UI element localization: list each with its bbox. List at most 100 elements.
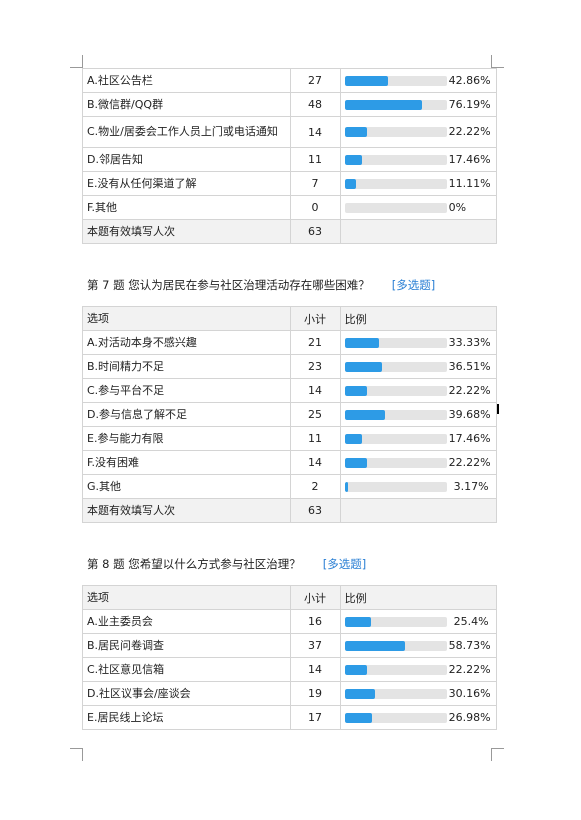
ratio-cell: 17.46% (339, 147, 498, 172)
percent-label: 0% (448, 200, 467, 214)
percent-label: 76.19% (448, 97, 491, 111)
progress-fill (344, 337, 379, 348)
option-label: E.参与能力有限 (82, 426, 291, 451)
table-row: C.物业/居委会工作人员上门或电话通知 14 22.22% (82, 116, 498, 148)
option-count: 11 (289, 147, 341, 172)
option-label: D.社区议事会/座谈会 (82, 681, 291, 706)
question-text: 第 8 题 您希望以什么方式参与社区治理？ (87, 557, 301, 571)
progress-fill (344, 481, 348, 492)
header-option: 选项 (82, 585, 291, 610)
option-count: 14 (289, 116, 341, 148)
ratio-cell: 17.46% (339, 426, 498, 451)
option-count: 0 (289, 195, 341, 220)
table-row: C.社区意见信箱 14 22.22% (82, 657, 498, 682)
percent-label: 3.17% (453, 479, 489, 493)
ratio-cell: 11.11% (339, 171, 498, 196)
table-row: E.没有从任何渠道了解 7 11.11% (82, 171, 498, 196)
progress-fill (344, 178, 356, 189)
percent-label: 22.22% (448, 662, 491, 676)
ratio-cell: 39.68% (339, 402, 498, 427)
option-count: 25 (289, 402, 341, 427)
option-count: 17 (289, 705, 341, 730)
option-label: C.参与平台不足 (82, 378, 291, 403)
question-7-title: 第 7 题 您认为居民在参与社区治理活动存在哪些困难？ [多选题] (87, 277, 435, 293)
option-count: 14 (289, 657, 341, 682)
progress-bar (344, 202, 447, 213)
results-table-q7: 选项 小计 比例 A.对活动本身不感兴趣 21 33.33% B.时间精力不足 23 36.51… (82, 306, 498, 523)
option-label: C.社区意见信箱 (82, 657, 291, 682)
table-row: C.参与平台不足 14 22.22% (82, 378, 498, 403)
percent-label: 17.46% (448, 431, 491, 445)
table-row: E.参与能力有限 11 17.46% (82, 426, 498, 451)
progress-bar (344, 337, 447, 348)
progress-fill (344, 664, 368, 675)
option-count: 27 (289, 68, 341, 93)
text-cursor (497, 404, 499, 414)
table-row: D.邻居告知 11 17.46% (82, 147, 498, 172)
progress-bar (344, 127, 447, 137)
ratio-cell: 22.22% (339, 450, 498, 475)
total-count: 63 (289, 219, 341, 244)
progress-bar (344, 457, 447, 468)
question-text: 第 7 题 您认为居民在参与社区治理活动存在哪些困难？ (87, 278, 370, 292)
progress-fill (344, 361, 382, 372)
option-label: A.业主委员会 (82, 609, 291, 634)
percent-label: 17.46% (448, 152, 491, 166)
ratio-cell: 36.51% (339, 354, 498, 379)
progress-bar (344, 361, 447, 372)
progress-fill (344, 640, 405, 651)
ratio-cell: 26.98% (339, 705, 498, 730)
progress-fill (344, 433, 363, 444)
option-label: F.其他 (82, 195, 291, 220)
table-header-row: 选项 小计 比例 (82, 585, 498, 610)
option-label: A.社区公告栏 (82, 68, 291, 93)
option-count: 2 (289, 474, 341, 499)
progress-fill (344, 127, 368, 137)
progress-fill (344, 688, 376, 699)
option-label: B.时间精力不足 (82, 354, 291, 379)
results-table-q6: A.社区公告栏 27 42.86% B.微信群/QQ群 48 76.19% C.物业/居委会… (82, 68, 498, 244)
table-row: A.社区公告栏 27 42.86% (82, 68, 498, 93)
option-label: D.邻居告知 (82, 147, 291, 172)
progress-bar (344, 99, 447, 110)
progress-bar (344, 616, 447, 627)
progress-fill (344, 99, 423, 110)
header-ratio: 比例 (339, 306, 498, 331)
option-label: B.居民问卷调查 (82, 633, 291, 658)
results-table-q8: 选项 小计 比例 A.业主委员会 16 25.4% B.居民问卷调查 37 58.73% C.社区… (82, 585, 498, 730)
percent-label: 25.4% (453, 614, 489, 628)
ratio-cell: 58.73% (339, 633, 498, 658)
option-count: 19 (289, 681, 341, 706)
progress-bar (344, 433, 447, 444)
header-count: 小计 (289, 306, 341, 331)
progress-fill (344, 385, 368, 396)
progress-bar (344, 640, 447, 651)
table-row: D.参与信息了解不足 25 39.68% (82, 402, 498, 427)
percent-label: 22.22% (448, 125, 491, 138)
ratio-cell: 22.22% (339, 116, 498, 148)
option-count: 14 (289, 450, 341, 475)
option-label: F.没有困难 (82, 450, 291, 475)
progress-bar (344, 75, 447, 86)
table-row: B.微信群/QQ群 48 76.19% (82, 92, 498, 117)
table-header-row: 选项 小计 比例 (82, 306, 498, 331)
multi-choice-tag[interactable]: [多选题] (391, 278, 436, 292)
ratio-cell: 30.16% (339, 681, 498, 706)
multi-choice-tag[interactable]: [多选题] (322, 557, 367, 571)
ratio-cell: 0% (339, 195, 498, 220)
total-label: 本题有效填写人次 (82, 498, 291, 523)
progress-fill (344, 75, 389, 86)
percent-label: 22.22% (448, 455, 491, 469)
table-row: B.居民问卷调查 37 58.73% (82, 633, 498, 658)
total-row: 本题有效填写人次 63 (82, 498, 498, 523)
table-row: F.没有困难 14 22.22% (82, 450, 498, 475)
progress-bar (344, 154, 447, 165)
percent-label: 11.11% (448, 176, 491, 190)
option-label: A.对活动本身不感兴趣 (82, 330, 291, 355)
progress-fill (344, 409, 386, 420)
percent-label: 22.22% (448, 383, 491, 397)
total-label: 本题有效填写人次 (82, 219, 291, 244)
option-count: 11 (289, 426, 341, 451)
crop-mark-bottom-right (491, 748, 504, 761)
progress-bar (344, 481, 447, 492)
